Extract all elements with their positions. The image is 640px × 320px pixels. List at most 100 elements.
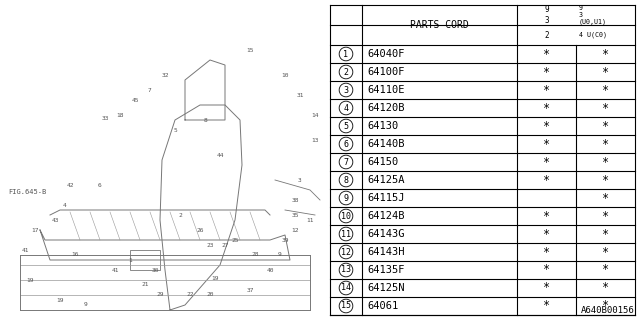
Text: 6: 6 [344,140,349,148]
Text: *: * [602,263,609,276]
Text: *: * [602,66,609,78]
Text: PARTS CORD: PARTS CORD [410,20,469,30]
Text: 22: 22 [186,292,194,298]
Text: 64110E: 64110E [367,85,404,95]
Text: 64115J: 64115J [367,193,404,203]
Text: 5: 5 [173,127,177,132]
Text: 7: 7 [148,87,152,92]
Text: 15: 15 [246,47,253,52]
Text: 41: 41 [21,247,29,252]
Text: *: * [543,263,550,276]
Text: 20: 20 [206,292,214,298]
Text: *: * [543,228,550,241]
Text: 4 U(C0): 4 U(C0) [579,32,607,38]
Text: 64120B: 64120B [367,103,404,113]
Text: 27: 27 [221,243,228,247]
Text: 8: 8 [203,117,207,123]
Text: 64124B: 64124B [367,211,404,221]
Text: 13: 13 [311,138,319,142]
Text: 13: 13 [341,266,351,275]
Text: 12: 12 [341,247,351,257]
Text: 10: 10 [341,212,351,220]
Text: 23: 23 [206,243,214,247]
Text: *: * [543,210,550,222]
Text: 64125N: 64125N [367,283,404,293]
Text: *: * [543,47,550,60]
Text: 64130: 64130 [367,121,398,131]
Text: 64040F: 64040F [367,49,404,59]
Text: *: * [602,245,609,259]
Text: 16: 16 [71,252,79,258]
Text: 12: 12 [291,228,299,233]
Text: *: * [543,173,550,187]
Text: FIG.645-B: FIG.645-B [8,189,46,195]
Bar [130,250,160,270]
Text: 38: 38 [291,197,299,203]
Text: 1: 1 [128,258,132,262]
Text: 10: 10 [281,73,289,77]
Text: 64135F: 64135F [367,265,404,275]
Text: 1: 1 [344,50,349,59]
Text: 28: 28 [252,252,259,258]
Text: *: * [543,119,550,132]
Text: 2: 2 [178,212,182,218]
Text: 64143H: 64143H [367,247,404,257]
Text: 9: 9 [278,252,282,258]
Text: 33: 33 [101,116,109,121]
Text: *: * [602,228,609,241]
Text: *: * [602,210,609,222]
Text: *: * [543,66,550,78]
Text: *: * [543,245,550,259]
Text: 41: 41 [111,268,119,273]
Text: *: * [543,84,550,97]
Text: 9
3: 9 3 [544,5,549,25]
Text: 31: 31 [296,92,304,98]
Text: 9
3
(U0,U1): 9 3 (U0,U1) [579,5,607,25]
Text: *: * [602,119,609,132]
Text: *: * [543,138,550,150]
Text: 14: 14 [311,113,319,117]
Text: 3: 3 [298,178,302,182]
Text: *: * [602,84,609,97]
Text: 5: 5 [344,122,349,131]
Text: 35: 35 [291,212,299,218]
Text: 45: 45 [131,98,139,102]
Text: 42: 42 [67,182,74,188]
Text: 64150: 64150 [367,157,398,167]
Text: 19: 19 [211,276,219,281]
Text: 19: 19 [26,277,34,283]
Text: 6: 6 [98,182,102,188]
Text: *: * [602,191,609,204]
Text: 18: 18 [116,113,124,117]
Text: 21: 21 [141,283,148,287]
Text: 29: 29 [156,292,164,298]
Text: *: * [602,300,609,313]
Text: 40: 40 [266,268,274,273]
Text: 19: 19 [56,298,64,302]
Text: 64143G: 64143G [367,229,404,239]
Text: *: * [543,156,550,169]
Text: 44: 44 [216,153,224,157]
Text: 4: 4 [344,103,349,113]
Text: *: * [602,47,609,60]
Text: 14: 14 [341,284,351,292]
Text: 39: 39 [281,237,289,243]
Text: 8: 8 [344,175,349,185]
Text: 64061: 64061 [367,301,398,311]
Text: 9: 9 [344,194,349,203]
Text: 37: 37 [246,287,253,292]
Text: 3: 3 [344,85,349,94]
Text: 64100F: 64100F [367,67,404,77]
Text: 7: 7 [344,157,349,166]
Text: 4: 4 [63,203,67,207]
Text: *: * [602,138,609,150]
Text: 26: 26 [196,228,204,233]
Text: 25: 25 [231,237,239,243]
Text: 11: 11 [307,218,314,222]
Text: 32: 32 [161,73,169,77]
Text: 17: 17 [31,228,39,233]
Text: 11: 11 [341,229,351,238]
Text: *: * [543,282,550,294]
Text: 64140B: 64140B [367,139,404,149]
Text: 15: 15 [341,301,351,310]
